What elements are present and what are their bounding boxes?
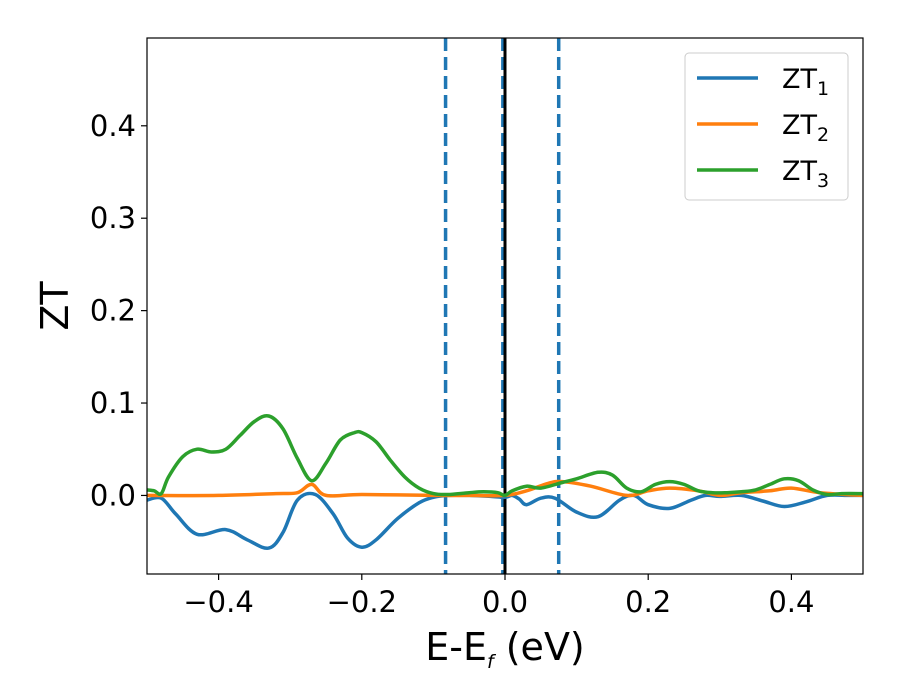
x-tick-label: 0.4 [768,585,814,619]
legend-label-zt1: ZT1 [782,64,829,100]
y-axis-title: ZT [33,281,77,331]
legend-label-zt2: ZT2 [782,110,829,146]
y-tick-label: 0.2 [90,294,136,328]
x-tick-label: 0.2 [625,585,671,619]
x-tick-label: −0.2 [327,585,397,619]
legend: ZT1 ZT2 ZT3 [684,52,849,201]
legend-box [684,52,849,201]
y-tick-label: 0.1 [90,386,136,420]
y-tick-label: 0.3 [90,201,136,235]
y-tick-label: 0.4 [90,109,136,143]
x-tick-label: −0.4 [183,585,253,619]
legend-label-zt3: ZT3 [782,156,829,192]
series-line-zt3 [147,413,863,498]
y-tick-label: 0.0 [90,478,136,512]
x-axis-title: E-Ef (eV) [425,625,585,673]
x-tick-label: 0.0 [482,585,528,619]
